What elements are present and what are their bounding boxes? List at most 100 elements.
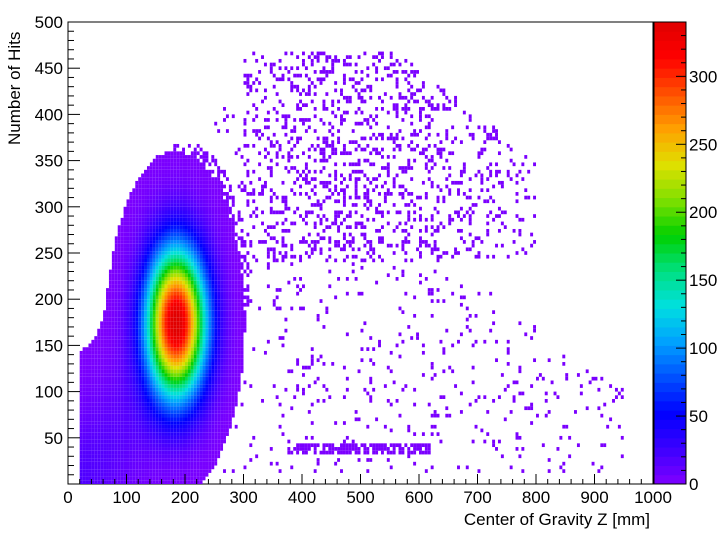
heatmap-cell [108,376,112,381]
heatmap-cell [193,288,197,292]
heatmap-cell [167,332,171,337]
heatmap-cell [275,140,279,144]
heatmap-cell [170,155,174,159]
heatmap-cell [182,280,185,285]
heatmap-cell [88,350,92,355]
heatmap-cell [231,265,235,270]
heatmap-cell [144,273,147,278]
heatmap-cell [313,240,317,244]
heatmap-cell [129,232,133,237]
heatmap-cell [152,299,156,303]
heatmap-cell [123,232,127,237]
heatmap-cell [79,362,83,366]
heatmap-cell [152,180,156,185]
heatmap-cell [146,291,150,296]
heatmap-cell [164,306,168,311]
heatmap-cell [176,380,180,385]
heatmap-cell [211,443,215,448]
heatmap-cell [173,243,177,248]
heatmap-cell [231,280,235,285]
heatmap-cell [123,254,127,259]
heatmap-cell [170,284,174,289]
heatmap-cell [111,317,115,322]
heatmap-cell [111,395,115,399]
heatmap-cell [123,277,127,281]
heatmap-cell [126,317,130,322]
heatmap-cell [190,321,194,326]
heatmap-cell [345,450,349,455]
heatmap-cell [225,395,229,399]
heatmap-cell [179,313,183,318]
heatmap-cell [193,447,197,451]
heatmap-cell [120,439,124,444]
heatmap-cell [91,398,95,403]
heatmap-cell [164,332,168,337]
heatmap-cell [167,258,171,263]
heatmap-cell [114,302,118,307]
heatmap-cell [79,421,83,425]
heatmap-cell [158,247,162,252]
heatmap-cell [185,447,188,451]
heatmap-cell [284,118,288,122]
heatmap-cell [360,121,364,126]
heatmap-cell [179,206,183,211]
heatmap-cell [108,332,112,337]
heatmap-cell [187,398,191,403]
heatmap-cell [225,410,229,414]
heatmap-cell [202,177,206,181]
heatmap-cell [123,413,127,418]
heatmap-cell [158,280,162,285]
heatmap-cell [144,380,147,385]
heatmap-cell [91,395,95,399]
heatmap-cell [106,443,109,448]
heatmap-cell [91,432,95,436]
heatmap-cell [144,177,147,181]
heatmap-cell [123,447,127,451]
heatmap-cell [167,236,171,241]
heatmap-cell [170,454,174,459]
heatmap-cell [161,173,165,178]
heatmap-cell [208,228,212,233]
heatmap-cell [284,206,288,211]
heatmap-cell [328,247,332,252]
heatmap-cell [91,435,95,440]
heatmap-cell [144,325,147,329]
heatmap-cell [129,443,133,448]
heatmap-cell [196,454,200,459]
heatmap-cell [193,258,197,263]
heatmap-cell [114,365,118,370]
heatmap-cell [202,310,206,314]
heatmap-cell [94,447,98,451]
heatmap-cell [208,432,212,436]
heatmap-cell [185,347,188,351]
heatmap-cell [100,428,104,433]
heatmap-cell [211,284,215,289]
heatmap-cell [185,277,188,281]
heatmap-cell [363,450,367,455]
heatmap-cell [287,151,291,156]
heatmap-cell [193,203,197,207]
heatmap-cell [322,384,326,388]
heatmap-cell [106,325,109,329]
heatmap-cell [187,362,191,366]
heatmap-cell [258,177,262,181]
heatmap-cell [117,299,121,303]
heatmap-cell [123,376,127,381]
heatmap-cell [211,373,215,377]
heatmap-cell [111,439,115,444]
heatmap-cell [114,288,118,292]
heatmap-cell [117,373,121,377]
heatmap-cell [208,450,212,455]
heatmap-cell [237,336,241,340]
heatmap-cell [380,147,384,152]
heatmap-cell [187,369,191,374]
heatmap-cell [126,269,130,274]
heatmap-cell [144,439,147,444]
heatmap-cell [170,188,174,193]
heatmap-cell [170,421,174,425]
heatmap-cell [114,398,118,403]
heatmap-cell [331,447,335,451]
heatmap-cell [138,406,142,411]
heatmap-cell [380,155,384,159]
heatmap-cell [179,458,183,462]
